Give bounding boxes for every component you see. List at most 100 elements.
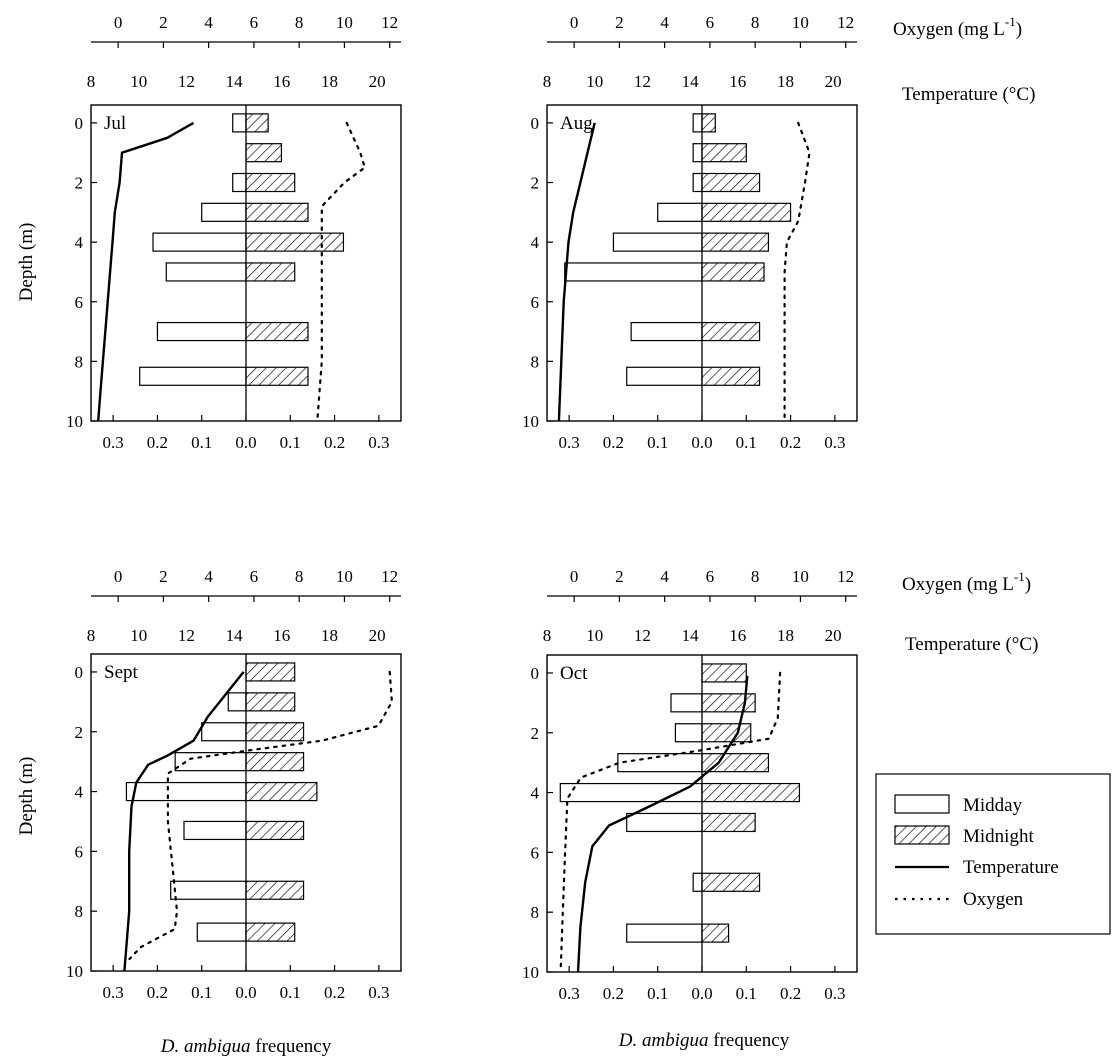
temperature-line	[557, 122, 596, 422]
temperature-tick-label: 8	[87, 626, 96, 645]
oxygen-tick-label: 2	[159, 13, 168, 32]
frequency-tick-label: 0.3	[368, 983, 389, 1002]
oxygen-axis-title-top: Oxygen (mg L-1)	[893, 14, 1022, 40]
depth-tick-label: 6	[75, 842, 84, 861]
x-axis-title-right: D. ambigua frequency	[618, 1030, 790, 1051]
oxygen-tick-label: 0	[570, 567, 579, 586]
legend: Midday Midnight Temperature Oxygen	[875, 773, 1111, 935]
midday-bar	[232, 113, 247, 133]
midday-bar	[670, 693, 703, 713]
oxygen-tick-label: 8	[751, 13, 760, 32]
oxygen-tick-label: 6	[250, 13, 259, 32]
midnight-bar	[701, 113, 716, 133]
midnight-bar	[245, 752, 305, 772]
frequency-tick-label: 0.1	[647, 984, 668, 1003]
oxygen-tick-label: 8	[751, 567, 760, 586]
midnight-bar	[245, 781, 318, 802]
oxygen-line	[559, 671, 782, 974]
frequency-tick-label: 0.2	[324, 433, 345, 452]
midnight-bar	[245, 172, 296, 193]
oxygen-tick-label: 0	[570, 13, 579, 32]
midnight-bar	[245, 880, 305, 900]
oxygen-tick-label: 6	[706, 13, 715, 32]
temperature-tick-label: 20	[825, 626, 842, 645]
temperature-line	[576, 675, 749, 973]
midnight-bar	[701, 262, 765, 282]
oxygen-tick-label: 0	[114, 567, 123, 586]
temperature-tick-label: 14	[682, 72, 700, 91]
frequency-tick-label: 0.2	[603, 433, 624, 452]
depth-tick-label: 6	[75, 293, 84, 312]
depth-tick-label: 2	[531, 174, 540, 193]
oxygen-tick-label: 10	[792, 13, 809, 32]
depth-tick-label: 6	[531, 843, 540, 862]
oxygen-tick-label: 12	[381, 567, 398, 586]
frequency-tick-label: 0.2	[147, 983, 168, 1002]
depth-tick-label: 0	[531, 114, 540, 133]
frequency-tick-label: 0.3	[103, 433, 124, 452]
temperature-tick-label: 12	[178, 626, 195, 645]
midday-bar	[170, 880, 247, 900]
legend-swatch-midnight	[894, 825, 950, 845]
depth-tick-label: 8	[531, 903, 540, 922]
frequency-tick-label: 0.0	[691, 984, 712, 1003]
frequency-tick-label: 0.0	[691, 433, 712, 452]
midnight-bar	[701, 172, 761, 193]
midday-bar	[630, 321, 703, 342]
temperature-tick-label: 18	[777, 626, 794, 645]
frequency-tick-label: 0.1	[191, 433, 212, 452]
midnight-bar	[701, 321, 761, 342]
midday-bar	[152, 232, 247, 252]
frequency-tick-label: 0.0	[235, 983, 256, 1002]
depth-tick-label: 10	[522, 963, 539, 982]
temperature-tick-label: 12	[634, 72, 651, 91]
panel-aug: Aug 0 2 4 6 8 10 0.3 0.2 0.1 0.0 0.1 0.2 0.3 8 10 12 14 16…	[522, 13, 858, 452]
oxygen-tick-label: 8	[295, 13, 304, 32]
midday-bar	[564, 262, 703, 282]
midday-bar	[559, 782, 703, 803]
oxygen-tick-label: 10	[336, 13, 353, 32]
temperature-tick-label: 14	[226, 72, 244, 91]
midnight-bar	[701, 693, 756, 713]
frequency-tick-label: 0.1	[647, 433, 668, 452]
oxygen-tick-label: 8	[295, 567, 304, 586]
oxygen-tick-label: 10	[792, 567, 809, 586]
midnight-bar	[701, 202, 792, 222]
midday-bar	[692, 172, 703, 193]
temperature-tick-label: 16	[729, 72, 746, 91]
depth-tick-label: 0	[75, 114, 84, 133]
x-axis-title-left: D. ambigua frequency	[160, 1036, 332, 1057]
oxygen-tick-label: 0	[114, 13, 123, 32]
temperature-line	[123, 671, 245, 972]
oxygen-tick-label: 2	[615, 13, 624, 32]
temperature-tick-label: 18	[321, 626, 338, 645]
legend-swatch-midday	[894, 794, 950, 814]
depth-tick-label: 0	[75, 663, 84, 682]
frequency-tick-label: 0.3	[368, 433, 389, 452]
oxygen-tick-label: 4	[660, 567, 669, 586]
frequency-tick-label: 0.2	[603, 984, 624, 1003]
frequency-tick-label: 0.1	[736, 433, 757, 452]
depth-tick-label: 4	[531, 233, 540, 252]
temperature-axis-title-bottom: Temperature (°C)	[905, 634, 1038, 655]
midnight-bar	[245, 692, 296, 712]
frequency-tick-label: 0.3	[559, 984, 580, 1003]
frequency-tick-label: 0.3	[103, 983, 124, 1002]
panel-label-sept: Sept	[104, 662, 139, 683]
midnight-bar	[245, 262, 296, 282]
frequency-tick-label: 0.3	[824, 433, 845, 452]
midday-bar	[674, 723, 703, 743]
depth-tick-label: 8	[75, 352, 84, 371]
y-axis-title-top: Depth (m)	[16, 223, 37, 302]
depth-tick-label: 4	[531, 784, 540, 803]
oxygen-tick-label: 12	[381, 13, 398, 32]
depth-tick-label: 4	[75, 233, 84, 252]
temperature-tick-label: 16	[273, 626, 290, 645]
temperature-tick-label: 20	[825, 72, 842, 91]
midday-bar	[165, 262, 247, 282]
depth-tick-label: 2	[75, 174, 84, 193]
depth-tick-label: 10	[66, 412, 83, 431]
midnight-bar	[701, 872, 761, 892]
oxygen-tick-label: 4	[204, 567, 213, 586]
